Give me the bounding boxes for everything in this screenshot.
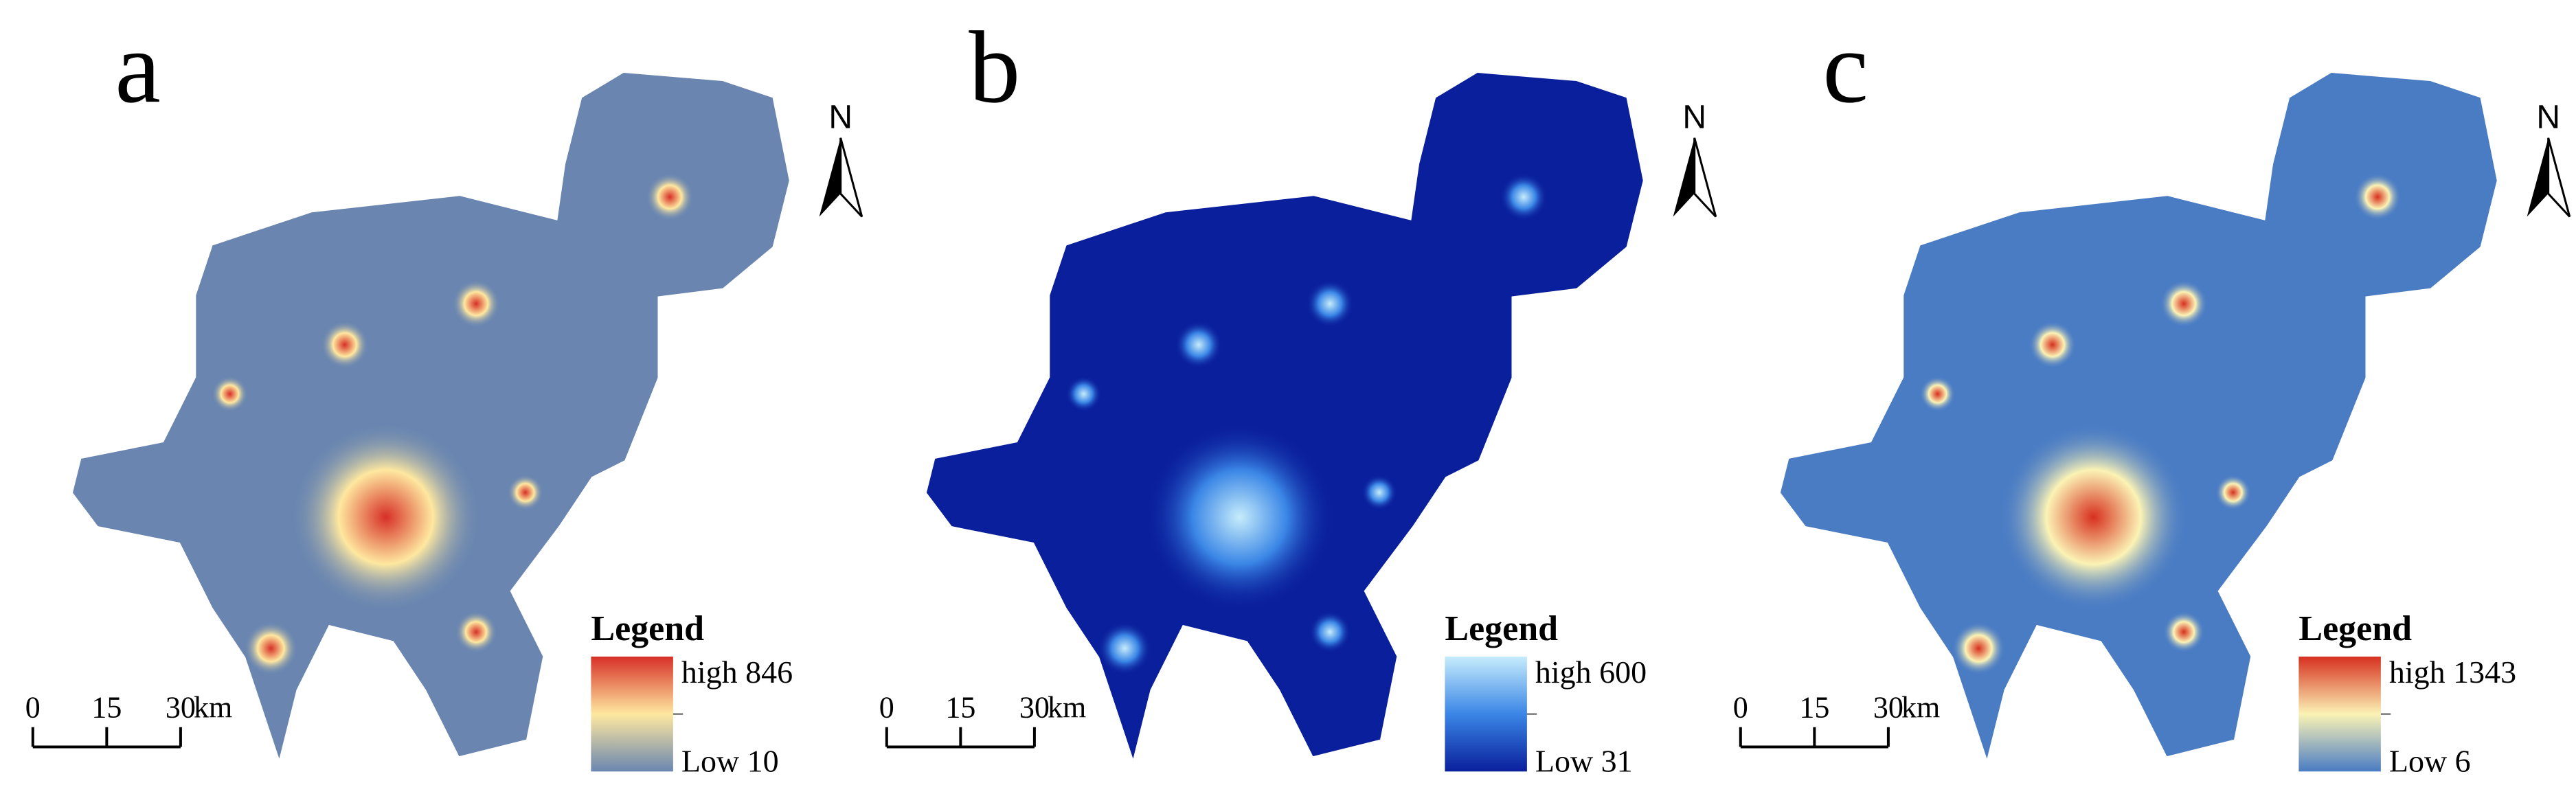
scale-label: 15 — [91, 690, 122, 724]
hotspot — [1098, 622, 1152, 675]
hotspot — [212, 376, 248, 412]
hotspot — [1306, 280, 1354, 328]
hotspot — [1065, 376, 1102, 412]
hotspot — [2160, 280, 2208, 328]
legend-title: Legend — [2298, 609, 2412, 648]
hotspot — [452, 280, 500, 328]
hotspot — [1500, 173, 1548, 221]
legend-low: Low 6 — [2389, 743, 2471, 778]
legend-low: Low 31 — [1535, 743, 1633, 778]
panel-label: a — [115, 10, 161, 124]
legend-ramp — [2298, 657, 2381, 772]
hotspot — [1998, 422, 2189, 612]
hotspot — [455, 611, 497, 653]
scale-unit: km — [1048, 690, 1086, 724]
legend-high: high 600 — [1535, 655, 1647, 690]
scale-label: 30 — [1019, 690, 1050, 724]
region-map — [926, 73, 1643, 759]
scale-label: 0 — [25, 690, 41, 724]
scale-unit: km — [194, 690, 232, 724]
hotspot — [1919, 376, 1956, 412]
legend-ramp — [591, 657, 673, 772]
hotspot — [2162, 611, 2205, 653]
hotspot — [1309, 611, 1351, 653]
hotspot — [291, 422, 481, 612]
legend-title: Legend — [1445, 609, 1558, 648]
legend-title: Legend — [591, 609, 704, 648]
legend-low: Low 10 — [681, 743, 779, 778]
north-label: N — [828, 99, 852, 135]
north-arrow — [819, 137, 841, 217]
scale-label: 0 — [879, 690, 894, 724]
north-label: N — [2536, 99, 2560, 135]
scale-label: 30 — [166, 690, 196, 724]
hotspot — [1175, 321, 1223, 369]
scale-label: 15 — [945, 690, 975, 724]
north-arrow — [1673, 137, 1695, 217]
legend-high: high 846 — [681, 655, 793, 690]
legend-ramp — [1445, 657, 1527, 772]
panel-label: c — [1822, 10, 1868, 124]
panel-label: b — [969, 10, 1020, 124]
hotspot — [244, 622, 298, 675]
hotspot — [1952, 622, 2006, 675]
legend-high: high 1343 — [2389, 655, 2516, 690]
north-arrow — [2527, 137, 2549, 217]
region-map — [72, 73, 789, 759]
north-label: N — [1682, 99, 1706, 135]
hotspot — [2353, 173, 2402, 221]
scale-label: 15 — [1799, 690, 1829, 724]
hotspot — [321, 321, 369, 369]
hotspot — [2029, 321, 2077, 369]
region-map — [1780, 73, 2497, 759]
hotspot — [507, 475, 543, 510]
hotspot — [646, 173, 694, 221]
scale-label: 30 — [1873, 690, 1903, 724]
north-arrow — [839, 137, 863, 218]
hotspot — [2215, 475, 2251, 510]
scale-unit: km — [1901, 690, 1940, 724]
hotspot — [1144, 422, 1335, 612]
north-arrow — [2547, 137, 2571, 218]
north-arrow — [1693, 137, 1717, 218]
hotspot — [1361, 475, 1397, 510]
scale-label: 0 — [1733, 690, 1748, 724]
